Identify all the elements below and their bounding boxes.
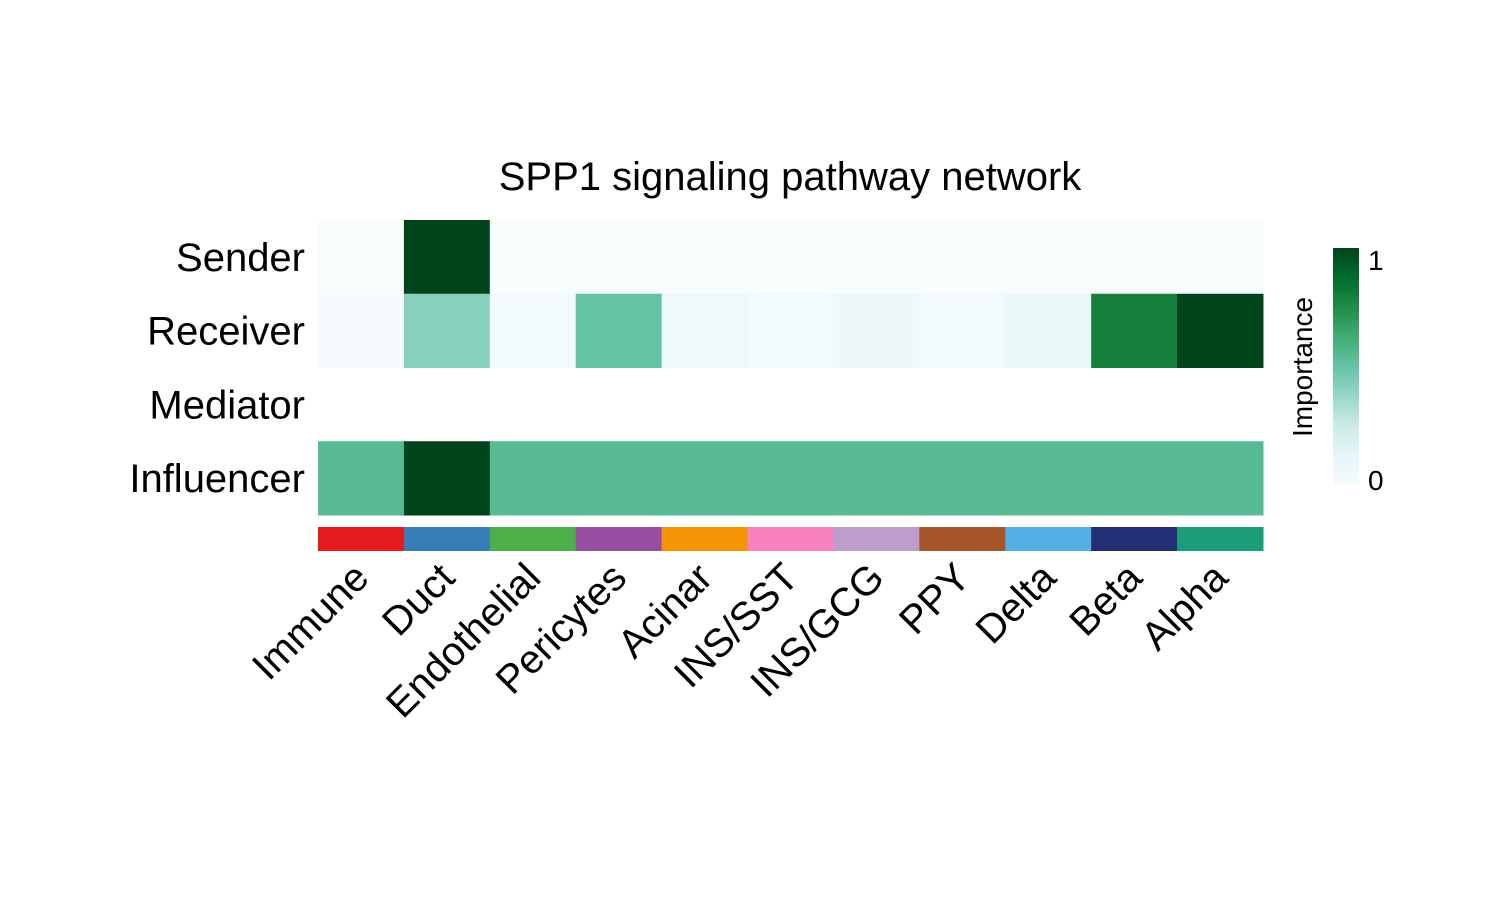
heatmap-cell-influencer-0 bbox=[318, 441, 405, 516]
heatmap-cell-sender-7 bbox=[919, 220, 1006, 295]
heatmap-cell-receiver-4 bbox=[661, 293, 749, 368]
heatmap-cells bbox=[318, 220, 1264, 516]
column-label-8: Delta bbox=[967, 555, 1065, 653]
column-color-3 bbox=[575, 527, 663, 551]
heatmap-cell-sender-10 bbox=[1177, 220, 1264, 295]
heatmap-cell-influencer-1 bbox=[403, 441, 491, 516]
chart-title: SPP1 signaling pathway network bbox=[499, 155, 1083, 199]
heatmap-cell-influencer-6 bbox=[833, 441, 920, 516]
heatmap-cell-receiver-10 bbox=[1177, 293, 1264, 368]
column-color-1 bbox=[403, 527, 491, 551]
heatmap-cell-sender-6 bbox=[833, 220, 920, 295]
heatmap-cell-sender-5 bbox=[747, 220, 834, 295]
heatmap-cell-receiver-5 bbox=[747, 293, 834, 368]
heatmap-cell-influencer-7 bbox=[919, 441, 1006, 516]
heatmap-cell-sender-1 bbox=[403, 220, 491, 295]
column-color-6 bbox=[833, 527, 920, 551]
heatmap-cell-receiver-6 bbox=[833, 293, 920, 368]
heatmap-cell-sender-3 bbox=[575, 220, 663, 295]
heatmap-cell-influencer-4 bbox=[661, 441, 749, 516]
row-label-mediator: Mediator bbox=[149, 383, 305, 427]
heatmap-cell-receiver-1 bbox=[403, 293, 491, 368]
heatmap-cell-sender-4 bbox=[661, 220, 749, 295]
heatmap-cell-sender-2 bbox=[489, 220, 577, 295]
heatmap-cell-influencer-8 bbox=[1005, 441, 1092, 516]
legend-tick-min: 0 bbox=[1368, 465, 1384, 496]
column-color-9 bbox=[1091, 527, 1178, 551]
heatmap-cell-receiver-7 bbox=[919, 293, 1006, 368]
column-labels: ImmuneDuctEndothelialPericytesAcinarINS/… bbox=[244, 555, 1237, 727]
heatmap-cell-receiver-3 bbox=[575, 293, 663, 368]
heatmap-cell-sender-8 bbox=[1005, 220, 1092, 295]
legend-color-bar bbox=[1333, 248, 1359, 486]
column-color-5 bbox=[747, 527, 834, 551]
row-label-influencer: Influencer bbox=[129, 457, 305, 501]
legend-title: Importance bbox=[1287, 297, 1318, 437]
column-color-8 bbox=[1005, 527, 1092, 551]
heatmap-cell-influencer-10 bbox=[1177, 441, 1264, 516]
heatmap-cell-receiver-2 bbox=[489, 293, 577, 368]
column-color-7 bbox=[919, 527, 1006, 551]
column-color-4 bbox=[661, 527, 749, 551]
heatmap-cell-receiver-0 bbox=[318, 293, 405, 368]
row-labels: Sender Receiver Mediator Influencer bbox=[129, 236, 305, 501]
column-color-0 bbox=[318, 527, 405, 551]
column-label-0: Immune bbox=[244, 555, 377, 688]
heatmap-cell-influencer-5 bbox=[747, 441, 834, 516]
legend-tick-max: 1 bbox=[1368, 245, 1384, 276]
heatmap-cell-sender-0 bbox=[318, 220, 405, 295]
heatmap-cell-sender-9 bbox=[1091, 220, 1178, 295]
column-label-7: PPY bbox=[891, 555, 979, 643]
heatmap-cell-influencer-9 bbox=[1091, 441, 1178, 516]
column-color-2 bbox=[489, 527, 577, 551]
row-label-receiver: Receiver bbox=[147, 310, 305, 354]
column-color-bar bbox=[318, 527, 1264, 551]
heatmap-cell-receiver-8 bbox=[1005, 293, 1092, 368]
column-color-10 bbox=[1177, 527, 1264, 551]
row-label-sender: Sender bbox=[176, 236, 305, 280]
heatmap-cell-influencer-2 bbox=[489, 441, 577, 516]
legend: Importance 1 0 bbox=[1287, 245, 1384, 496]
column-label-10: Alpha bbox=[1133, 555, 1237, 659]
heatmap-cell-influencer-3 bbox=[575, 441, 663, 516]
heatmap-cell-receiver-9 bbox=[1091, 293, 1178, 368]
